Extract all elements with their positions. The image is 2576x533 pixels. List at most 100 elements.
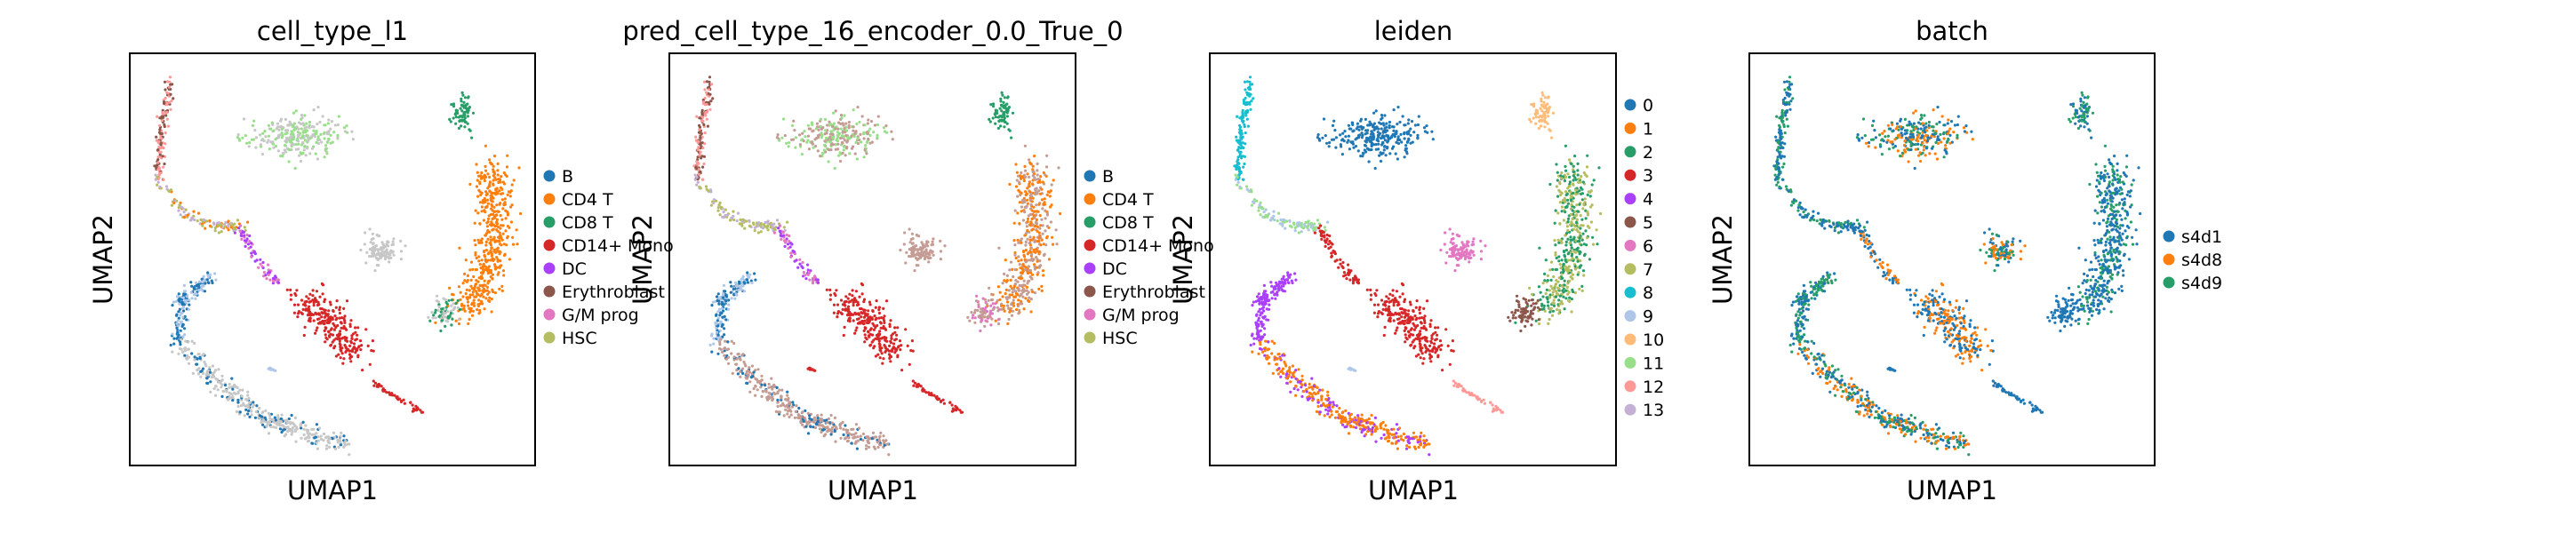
scatter-point xyxy=(156,175,159,179)
scatter-point xyxy=(473,221,476,225)
scatter-point xyxy=(492,170,495,173)
scatter-point xyxy=(477,276,481,280)
scatter-point xyxy=(876,445,880,449)
scatter-point xyxy=(492,223,495,227)
scatter-point xyxy=(754,278,757,282)
scatter-point xyxy=(474,282,478,286)
scatter-point xyxy=(212,222,216,227)
scatter-point xyxy=(1399,132,1403,136)
scatter-point xyxy=(1563,279,1566,282)
scatter-point xyxy=(1546,274,1549,277)
scatter-point xyxy=(311,294,315,298)
scatter-point xyxy=(1340,145,1343,148)
scatter-point xyxy=(168,80,172,84)
scatter-point xyxy=(472,288,476,291)
scatter-point xyxy=(825,418,828,422)
scatter-point xyxy=(480,259,484,262)
scatter-point xyxy=(496,162,500,165)
scatter-point xyxy=(827,147,830,151)
scatter-point xyxy=(467,95,470,99)
scatter-point xyxy=(805,140,809,144)
scatter-point xyxy=(842,433,845,437)
scatter-point xyxy=(866,131,870,135)
scatter-point xyxy=(783,228,787,232)
scatter-point xyxy=(996,306,999,309)
scatter-point xyxy=(440,307,444,311)
scatter-point xyxy=(1563,307,1566,311)
scatter-point xyxy=(765,225,770,228)
scatter-point xyxy=(776,398,780,402)
scatter-point xyxy=(492,235,496,239)
scatter-point xyxy=(475,290,478,293)
scatter-point xyxy=(1020,259,1023,262)
scatter-point xyxy=(747,275,750,279)
scatter-point xyxy=(1578,203,1581,206)
scatter-point xyxy=(312,304,316,307)
scatter-point xyxy=(243,226,246,229)
scatter-point xyxy=(196,357,199,361)
scatter-point xyxy=(317,312,321,315)
scatter-point xyxy=(789,242,793,245)
scatter-point xyxy=(1012,239,1016,243)
scatter-point xyxy=(161,111,164,115)
scatter-point xyxy=(484,175,488,179)
scatter-point xyxy=(1390,134,1394,138)
scatter-point xyxy=(274,274,277,278)
scatter-point xyxy=(855,123,859,126)
scatter-point xyxy=(756,224,760,227)
scatter-point xyxy=(325,338,329,341)
scatter-point xyxy=(354,326,357,330)
scatter-point xyxy=(932,237,935,241)
scatter-point xyxy=(809,127,812,131)
scatter-point xyxy=(201,224,204,227)
scatter-point xyxy=(916,383,919,386)
scatter-point xyxy=(990,317,994,321)
scatter-point xyxy=(991,116,995,120)
scatter-point xyxy=(860,315,863,319)
scatter-point xyxy=(484,249,489,252)
scatter-point xyxy=(310,433,314,436)
scatter-point xyxy=(756,368,760,371)
scatter-point xyxy=(906,344,909,347)
scatter-point xyxy=(847,305,851,308)
scatter-point xyxy=(246,406,250,410)
scatter-point xyxy=(976,308,980,312)
scatter-point xyxy=(1575,203,1579,207)
scatter-point xyxy=(802,139,805,143)
scatter-point xyxy=(1556,238,1560,242)
scatter-point xyxy=(815,122,820,125)
scatter-point xyxy=(779,404,783,408)
scatter-point xyxy=(721,322,724,326)
scatter-point xyxy=(879,431,883,434)
scatter-point xyxy=(1558,308,1562,312)
scatter-point xyxy=(304,154,308,157)
scatter-point xyxy=(294,147,298,151)
scatter-point xyxy=(989,103,993,107)
scatter-point xyxy=(512,179,516,182)
scatter-point xyxy=(440,319,444,322)
scatter-point xyxy=(786,243,790,246)
scatter-point xyxy=(722,303,725,306)
scatter-point xyxy=(900,369,904,372)
scatter-point xyxy=(1349,127,1353,131)
scatter-point xyxy=(1322,117,1326,121)
scatter-point xyxy=(716,319,720,322)
scatter-point xyxy=(900,344,903,347)
scatter-point xyxy=(753,272,756,275)
scatter-point xyxy=(478,222,482,226)
scatter-point xyxy=(893,338,897,342)
scatter-point xyxy=(294,440,298,443)
scatter-point xyxy=(839,311,843,314)
scatter-point xyxy=(1564,169,1568,172)
scatter-point xyxy=(759,230,763,234)
scatter-point xyxy=(1564,144,1567,147)
scatter-point xyxy=(502,274,506,277)
scatter-point xyxy=(490,162,493,165)
scatter-point xyxy=(305,428,308,432)
scatter-point xyxy=(495,203,499,207)
scatter-point xyxy=(496,229,500,233)
scatter-point xyxy=(1562,270,1565,274)
scatter-point xyxy=(168,76,172,79)
scatter-point xyxy=(316,123,319,126)
